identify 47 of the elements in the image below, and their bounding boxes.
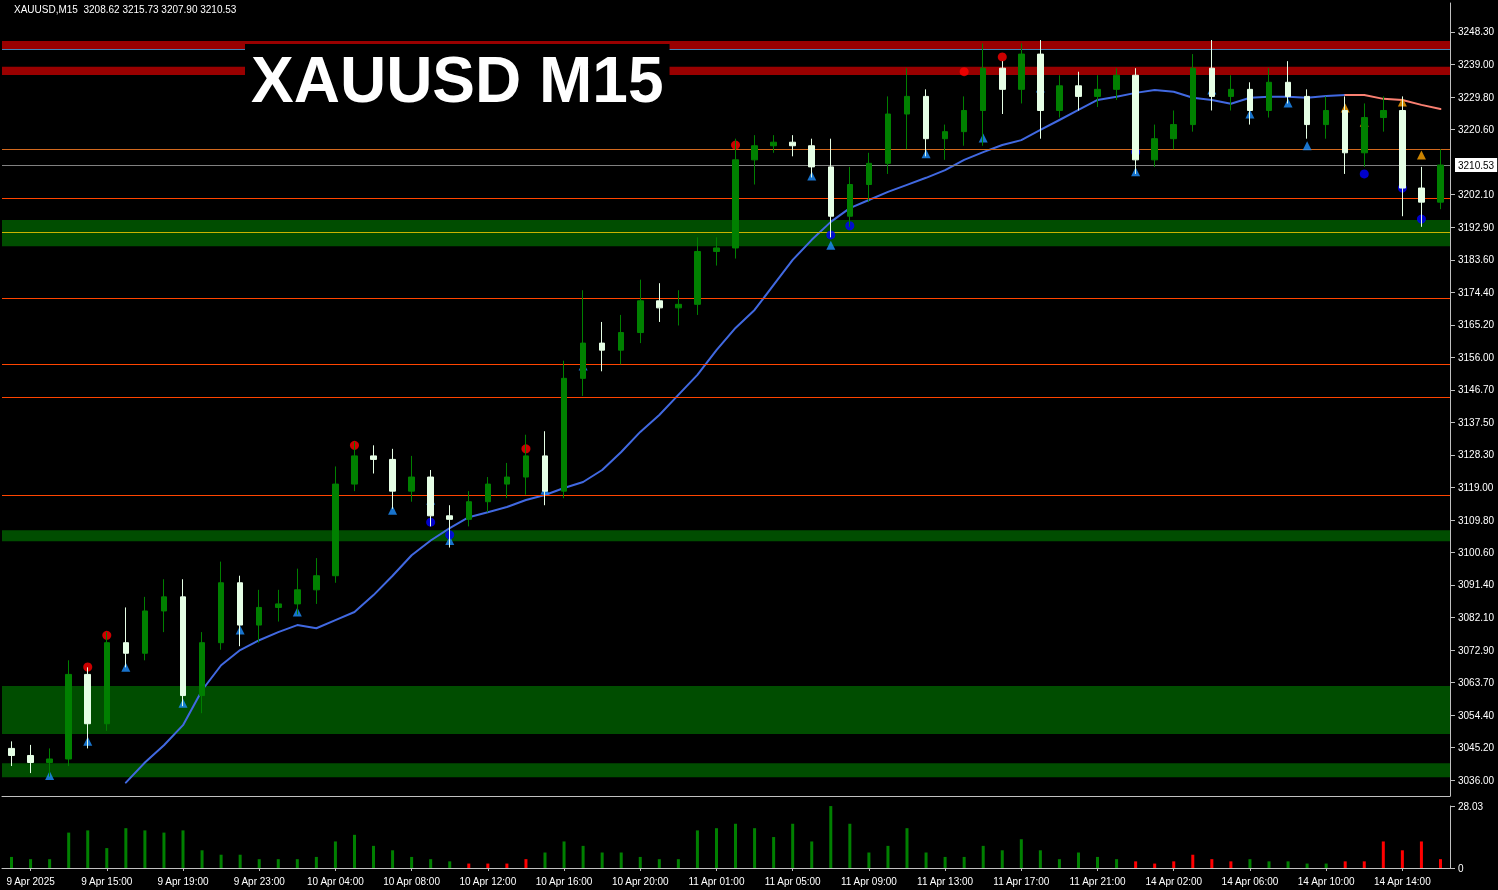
y-tick-label: 3119.00 [1458, 482, 1494, 494]
x-tick-label: 14 Apr 06:00 [1221, 875, 1279, 887]
x-tick-label: 10 Apr 20:00 [611, 875, 670, 887]
y-tick-label: 3156.00 [1458, 351, 1495, 363]
y-tick-label: 3109.80 [1458, 514, 1495, 526]
y-tick-label: 3045.20 [1458, 742, 1495, 754]
y-tick-label: 3239.00 [1458, 59, 1495, 71]
x-tick-label: 11 Apr 17:00 [993, 875, 1050, 887]
y-tick-label: 3229.80 [1458, 91, 1495, 103]
annotation: XAUUSD,M15 3208.62 3215.73 3207.90 3210.53 [14, 3, 237, 15]
y-tick-label: 3082.10 [1458, 612, 1495, 624]
x-tick-label: 14 Apr 02:00 [1145, 875, 1203, 887]
y-tick-label: 3248.30 [1458, 26, 1495, 38]
y-tick-label: 3128.30 [1458, 449, 1495, 461]
x-tick-label: 11 Apr 05:00 [764, 875, 822, 887]
y-tick-label: 0 [1458, 862, 1464, 874]
y-tick-label: 3183.60 [1458, 254, 1495, 266]
y-tick-label: 3091.40 [1458, 579, 1495, 591]
y-tick-label: 3036.00 [1458, 774, 1495, 786]
ref-line-label: 3210.53 [1458, 159, 1495, 171]
x-tick-label: 10 Apr 12:00 [459, 875, 517, 887]
x-tick-label: 9 Apr 2025 [6, 875, 56, 887]
x-tick-label: 10 Apr 16:00 [535, 875, 593, 887]
y-tick-label: 3054.40 [1458, 709, 1495, 721]
y-tick-label: 3202.10 [1458, 189, 1495, 201]
y-tick-label: 28.03 [1458, 800, 1484, 812]
x-tick-label: 11 Apr 01:00 [688, 875, 745, 887]
y-tick-label: 3174.40 [1458, 286, 1495, 298]
x-tick-label: 10 Apr 04:00 [307, 875, 365, 887]
y-tick-label: 3165.20 [1458, 319, 1495, 331]
x-tick-label: 11 Apr 21:00 [1069, 875, 1126, 887]
x-tick-label: 10 Apr 08:00 [383, 875, 441, 887]
y-tick-label: 3220.60 [1458, 124, 1495, 136]
y-tick-label: 3072.90 [1458, 644, 1495, 656]
y-tick-label: 3137.50 [1458, 416, 1495, 428]
text: XAUUSD M15 [251, 44, 664, 116]
x-tick-label: 11 Apr 13:00 [917, 875, 974, 887]
y-tick-label: 3192.90 [1458, 221, 1495, 233]
x-tick-label: 14 Apr 10:00 [1297, 875, 1355, 887]
y-tick-label: 3063.70 [1458, 677, 1495, 689]
y-tick-label: 3146.70 [1458, 384, 1495, 396]
x-tick-label: 9 Apr 15:00 [81, 875, 133, 887]
x-tick-label: 9 Apr 23:00 [233, 875, 286, 887]
x-tick-label: 9 Apr 19:00 [157, 875, 210, 887]
x-tick-label: 11 Apr 09:00 [840, 875, 898, 887]
y-tick-label: 3100.60 [1458, 546, 1495, 558]
x-tick-label: 14 Apr 14:00 [1374, 875, 1432, 887]
